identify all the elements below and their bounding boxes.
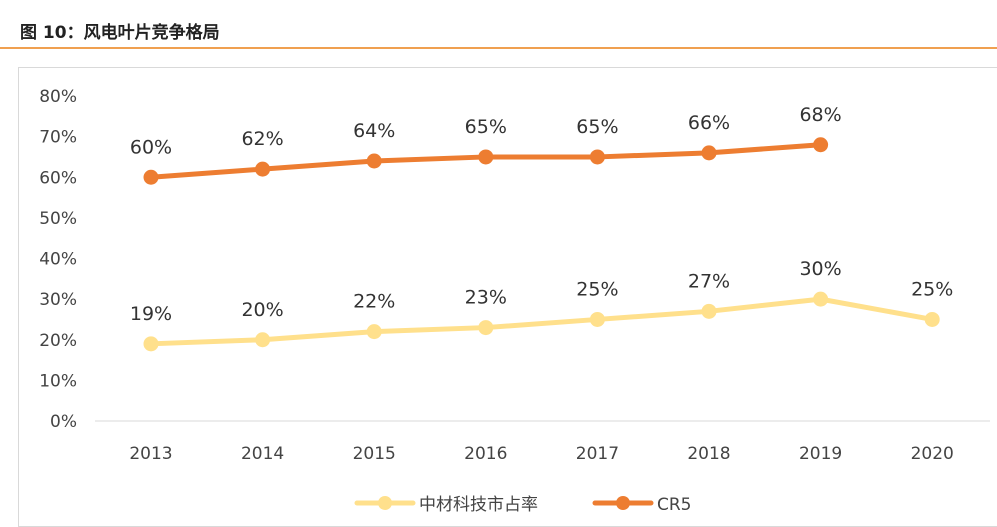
data-point	[255, 161, 271, 177]
data-point	[143, 336, 159, 352]
y-tick-label: 0%	[50, 412, 77, 432]
data-label: 20%	[241, 299, 283, 321]
x-tick-label: 2015	[353, 444, 396, 464]
data-label: 62%	[241, 128, 283, 150]
x-tick-label: 2019	[799, 444, 842, 464]
data-point	[478, 320, 494, 336]
data-point	[589, 311, 605, 327]
data-label: 64%	[353, 120, 395, 142]
series-0: 19% 20% 22% 23% 25% 27% 30% 25%	[130, 258, 953, 352]
data-point	[366, 324, 382, 340]
series-layer: 19% 20% 22% 23% 25% 27%30%25%60% 62% 64% 65% 65% 6…	[130, 104, 953, 352]
y-tick-label: 20%	[39, 331, 77, 351]
figure-title: 图 10：风电叶片竞争格局	[20, 23, 220, 43]
x-tick-label: 2013	[129, 444, 172, 464]
data-label: 19%	[130, 303, 172, 325]
y-axis: 0% 10% 20% 30% 40% 50% 60% 70% 80%	[39, 87, 77, 432]
y-tick-label: 50%	[39, 209, 77, 229]
data-point	[701, 303, 717, 319]
y-tick-label: 30%	[39, 290, 77, 310]
data-label: 25%	[911, 278, 953, 300]
data-point	[478, 149, 494, 165]
data-point	[255, 332, 271, 348]
data-label: 22%	[353, 291, 395, 313]
data-point	[813, 137, 829, 153]
data-label: 68%	[799, 104, 841, 126]
x-tick-label: 2017	[576, 444, 619, 464]
legend-swatch-marker	[616, 496, 630, 510]
title-divider	[0, 47, 997, 49]
y-tick-label: 80%	[39, 87, 77, 107]
y-tick-label: 40%	[39, 250, 77, 270]
legend-swatch-marker	[378, 496, 392, 510]
data-label: 30%	[799, 258, 841, 280]
y-tick-label: 60%	[39, 168, 77, 188]
x-axis: 2013 2014 2015 2016 2017 2018 2019 2020	[95, 420, 990, 464]
data-label: 65%	[576, 116, 618, 138]
x-tick-label: 2014	[241, 444, 284, 464]
x-tick-label: 2018	[687, 444, 730, 464]
data-point	[813, 291, 829, 307]
legend-item-1: CR5	[592, 495, 692, 515]
legend: 中材科技市占率 CR5	[354, 495, 692, 515]
series-1: 60% 62% 64% 65% 65% 66% 68%	[130, 104, 842, 185]
data-point	[701, 145, 717, 161]
data-label: 23%	[465, 287, 507, 309]
legend-item-0: 中材科技市占率	[354, 495, 538, 515]
legend-label: 中材科技市占率	[419, 495, 538, 515]
series-line	[148, 296, 935, 347]
data-label: 66%	[688, 112, 730, 134]
legend-label: CR5	[657, 495, 692, 515]
y-tick-label: 10%	[39, 371, 77, 391]
data-point	[143, 169, 159, 185]
data-label: 60%	[130, 136, 172, 158]
y-tick-label: 70%	[39, 128, 77, 148]
data-label: 27%	[688, 270, 730, 292]
data-label: 25%	[576, 278, 618, 300]
data-label: 65%	[465, 116, 507, 138]
x-tick-label: 2020	[911, 444, 954, 464]
data-point	[366, 153, 382, 169]
data-point	[924, 311, 940, 327]
x-tick-label: 2016	[464, 444, 507, 464]
data-point	[589, 149, 605, 165]
